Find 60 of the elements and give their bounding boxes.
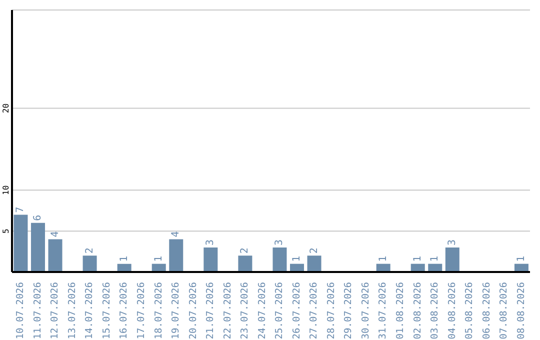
x-tick-label: 13.07.2026 bbox=[66, 282, 78, 340]
x-tick-label: 01.08.2026 bbox=[395, 282, 406, 340]
data-label: 2 bbox=[308, 248, 320, 254]
x-tick-label: 17.07.2026 bbox=[136, 282, 147, 340]
x-tick-label: 11.07.2026 bbox=[32, 282, 44, 340]
x-tick-label: 27.07.2026 bbox=[308, 282, 320, 340]
x-tick-label: 10.07.2026 bbox=[15, 282, 26, 340]
data-label: 1 bbox=[378, 256, 389, 262]
x-tick-label: 22.07.2026 bbox=[222, 282, 234, 340]
x-tick-label: 24.07.2026 bbox=[256, 282, 268, 340]
bar bbox=[307, 256, 322, 272]
bar bbox=[48, 239, 62, 272]
bar bbox=[82, 256, 97, 272]
data-label: 2 bbox=[84, 248, 96, 254]
data-label: 3 bbox=[274, 239, 286, 246]
x-tick-label: 28.07.2026 bbox=[326, 282, 337, 340]
data-label: 1 bbox=[516, 256, 527, 262]
data-label: 3 bbox=[446, 239, 458, 246]
x-tick-label: 07.08.2026 bbox=[498, 282, 510, 340]
data-label: 1 bbox=[118, 256, 130, 262]
x-tick-label: 05.08.2026 bbox=[464, 282, 476, 340]
data-label: 3 bbox=[205, 239, 216, 246]
bar bbox=[30, 222, 45, 272]
x-tick-label: 15.07.2026 bbox=[101, 282, 112, 340]
x-tick-label: 04.08.2026 bbox=[446, 282, 458, 340]
data-label: 4 bbox=[170, 231, 182, 238]
x-tick-label: 06.08.2026 bbox=[481, 282, 492, 340]
bar bbox=[445, 247, 460, 272]
x-tick-label: 21.07.2026 bbox=[205, 282, 216, 340]
x-tick-label: 25.07.2026 bbox=[274, 282, 286, 340]
x-tick-label: 19.07.2026 bbox=[170, 282, 182, 340]
data-label: 7 bbox=[15, 206, 26, 213]
data-label: 1 bbox=[291, 256, 302, 262]
x-tick-label: 03.08.2026 bbox=[430, 282, 441, 340]
data-label: 6 bbox=[32, 214, 44, 221]
data-label: 1 bbox=[430, 256, 441, 262]
x-tick-label: 16.07.2026 bbox=[118, 282, 130, 340]
bar bbox=[238, 256, 252, 272]
x-tick-label: 20.07.2026 bbox=[188, 282, 199, 340]
x-tick-label: 18.07.2026 bbox=[153, 282, 164, 340]
x-tick-label: 14.07.2026 bbox=[84, 282, 96, 340]
y-tick-label: 20 bbox=[2, 103, 10, 114]
bar bbox=[169, 239, 184, 272]
x-tick-label: 29.07.2026 bbox=[343, 282, 354, 340]
data-label: 2 bbox=[240, 248, 251, 254]
bar bbox=[14, 214, 28, 272]
data-label: 1 bbox=[412, 256, 424, 262]
x-tick-label: 08.08.2026 bbox=[516, 282, 527, 340]
y-tick-label: 5 bbox=[2, 228, 10, 234]
x-tick-label: 31.07.2026 bbox=[378, 282, 389, 340]
x-tick-label: 12.07.2026 bbox=[50, 282, 61, 340]
data-label: 4 bbox=[50, 231, 61, 238]
bar bbox=[204, 247, 218, 272]
x-tick-label: 02.08.2026 bbox=[412, 282, 424, 340]
x-tick-label: 26.07.2026 bbox=[291, 282, 302, 340]
y-tick-label: 10 bbox=[2, 185, 10, 195]
data-label: 1 bbox=[153, 256, 164, 262]
bar bbox=[272, 247, 287, 272]
x-tick-label: 23.07.2026 bbox=[240, 282, 251, 340]
x-tick-label: 30.07.2026 bbox=[360, 282, 372, 340]
